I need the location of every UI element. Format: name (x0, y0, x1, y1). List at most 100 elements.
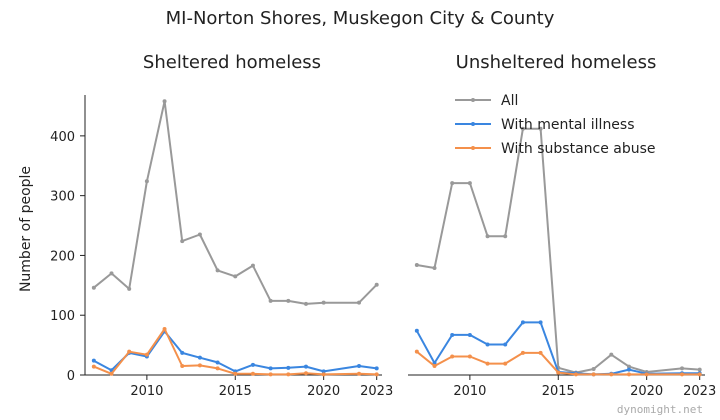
panel-sheltered-homeless-series-with-mental-illness-point-2017 (268, 366, 273, 371)
panel-sheltered-homeless-series-all-point-2018 (286, 298, 291, 303)
panel-sheltered-homeless-series-with-mental-illness (91, 329, 379, 374)
panel-sheltered-homeless-series-with-mental-illness-point-2018 (286, 365, 291, 370)
panel-sheltered-homeless-series-all-point-2020 (321, 300, 326, 305)
panel-unsheltered-homeless-series-with-mental-illness-point-2014 (538, 320, 543, 325)
panel-unsheltered-homeless-series-all-line (416, 127, 700, 374)
panel-unsheltered-homeless-series-all-point-2022 (680, 366, 685, 371)
panel-sheltered-homeless-series-with-mental-illness-point-2019 (303, 364, 308, 369)
panel-sheltered-homeless-series-with-mental-illness-point-2013 (197, 355, 202, 360)
panel-sheltered-homeless-series-with-substance-abuse-point-2011 (162, 326, 167, 331)
panel-unsheltered-homeless-series-with-mental-illness-point-2012 (503, 342, 508, 347)
panel-sheltered-homeless-series-with-substance-abuse-point-2018 (286, 372, 291, 377)
panel-unsheltered-homeless-series-with-substance-abuse-point-2009 (450, 354, 455, 359)
panel-unsheltered-homeless-series-with-substance-abuse (414, 349, 702, 377)
panel-unsheltered-homeless-series-with-mental-illness-point-2019 (626, 367, 631, 372)
legend: All With mental illness With substance abu… (455, 93, 656, 157)
y-tick-label-300: 300 (50, 190, 75, 205)
y-tick-label-100: 100 (50, 309, 75, 324)
legend-item-with-substance-abuse-marker (471, 146, 475, 150)
panel-sheltered-homeless-series-with-substance-abuse-point-2009 (127, 349, 132, 354)
panel-unsheltered-homeless-series-with-substance-abuse-point-2017 (591, 372, 596, 377)
panel-sheltered-homeless-x-tick-label-2023: 2023 (360, 384, 393, 399)
panel-sheltered-homeless-series-with-mental-illness-point-2020 (321, 369, 326, 374)
panel-unsheltered-homeless-series-with-mental-illness-point-2011 (485, 342, 490, 347)
panel-unsheltered-homeless-series-all-point-2010 (467, 181, 472, 186)
legend-item-with-mental-illness-label: With mental illness (501, 117, 635, 133)
panel-unsheltered-homeless-series-with-substance-abuse-line (416, 350, 700, 376)
panel-sheltered-homeless-series-all-point-2007 (91, 285, 96, 290)
panel-sheltered-homeless-series-with-substance-abuse-line (93, 328, 377, 376)
panel-unsheltered-homeless-series-all-point-2014 (538, 126, 543, 131)
panel-sheltered-homeless-x-tick-label-2015: 2015 (219, 384, 252, 399)
panel-unsheltered-homeless-series-with-mental-illness-point-2007 (414, 328, 419, 333)
panel-unsheltered-homeless-series-all-point-2013 (520, 126, 525, 131)
panel-sheltered-homeless-series-with-substance-abuse-point-2023 (374, 372, 379, 377)
panel-sheltered-homeless-series-with-substance-abuse-point-2010 (144, 352, 149, 357)
panel-unsheltered-homeless-series-all-point-2019 (626, 364, 631, 369)
panel-unsheltered-homeless-series-all-point-2018 (609, 352, 614, 357)
panel-unsheltered-homeless-series-all (414, 126, 702, 375)
panel-unsheltered-homeless-series-with-substance-abuse-point-2015 (556, 370, 561, 375)
panels: Sheltered homeless 0 100 200 300 400 2010 2015 2… (50, 52, 716, 399)
panel-sheltered-homeless-series-all-point-2009 (127, 286, 132, 291)
panel-sheltered-homeless-series-with-mental-illness-point-2007 (91, 358, 96, 363)
panel-unsheltered-homeless-series-with-substance-abuse-point-2011 (485, 361, 490, 366)
panel-sheltered-homeless-series-with-mental-illness-point-2016 (250, 362, 255, 367)
y-axis-label: Number of people (18, 166, 34, 292)
panel-sheltered-homeless-series-all-point-2022 (357, 300, 362, 305)
y-tick-label-0: 0 (67, 369, 75, 384)
panel-unsheltered-homeless-series-all-point-2023 (697, 367, 702, 372)
panel-sheltered-homeless-x-tick-label-2010: 2010 (130, 384, 163, 399)
panel-unsheltered-homeless-series-with-mental-illness-point-2009 (450, 332, 455, 337)
watermark: dynomight.net (617, 403, 703, 416)
legend-item-with-mental-illness-marker (471, 122, 475, 126)
panel-sheltered-homeless-series-all-point-2010 (144, 179, 149, 184)
panel-sheltered-homeless-series-with-substance-abuse-point-2015 (233, 371, 238, 376)
panel-sheltered-homeless-series-all-point-2016 (250, 263, 255, 268)
panel-unsheltered-homeless-series-with-mental-illness-line (415, 321, 700, 376)
panel-unsheltered-homeless-series-with-substance-abuse-point-2023 (697, 372, 702, 377)
panel-unsheltered-homeless-series-with-substance-abuse-point-2013 (520, 350, 525, 355)
panel-unsheltered-homeless-series-with-substance-abuse-point-2018 (609, 372, 614, 377)
panel-sheltered-homeless-series-all-point-2023 (374, 282, 379, 287)
panel-sheltered-homeless-series-with-substance-abuse-point-2008 (109, 371, 114, 376)
panel-sheltered-homeless-x-tick-label-2020: 2020 (307, 384, 340, 399)
y-tick-label-400: 400 (50, 130, 75, 145)
panel-sheltered-homeless-subtitle: Sheltered homeless (143, 52, 321, 73)
panel-sheltered-homeless-series-with-substance-abuse-point-2022 (357, 371, 362, 376)
panel-unsheltered-homeless-series-with-substance-abuse-point-2010 (467, 354, 472, 359)
chart-title: MI-Norton Shores, Muskegon City & County (166, 8, 555, 29)
panel-sheltered-homeless-series-with-substance-abuse-point-2007 (91, 364, 96, 369)
panel-sheltered-homeless: Sheltered homeless 0 100 200 300 400 2010 2015 2… (50, 52, 393, 399)
panel-unsheltered-homeless-series-all-point-2011 (485, 234, 490, 239)
panel-unsheltered-homeless-series-all-point-2012 (503, 234, 508, 239)
panel-sheltered-homeless-series-all (91, 99, 379, 306)
panel-unsheltered-homeless-series-with-substance-abuse-point-2020 (644, 372, 649, 377)
panel-unsheltered-homeless-series-all-point-2017 (591, 367, 596, 372)
panel-unsheltered-homeless-series-with-substance-abuse-point-2007 (414, 349, 419, 354)
panel-sheltered-homeless-series-with-mental-illness-point-2012 (180, 350, 185, 355)
panel-sheltered-homeless-series-with-substance-abuse (91, 326, 379, 377)
panel-sheltered-homeless-series-with-substance-abuse-point-2013 (197, 363, 202, 368)
panel-unsheltered-homeless-series-with-substance-abuse-point-2008 (432, 364, 437, 369)
panel-sheltered-homeless-series-with-substance-abuse-point-2020 (321, 372, 326, 377)
panel-sheltered-homeless-series-all-line (93, 100, 378, 305)
panel-sheltered-homeless-series-with-substance-abuse-point-2014 (215, 366, 220, 371)
panel-sheltered-homeless-series-with-substance-abuse-point-2019 (303, 371, 308, 376)
panel-unsheltered-homeless-series-with-mental-illness-point-2013 (520, 320, 525, 325)
panel-unsheltered-homeless-series-with-substance-abuse-point-2019 (626, 372, 631, 377)
legend-item-with-substance-abuse-label: With substance abuse (501, 141, 656, 157)
panel-sheltered-homeless-series-with-mental-illness-point-2022 (357, 364, 362, 369)
panel-sheltered-homeless-series-with-mental-illness-point-2023 (374, 366, 379, 371)
panel-sheltered-homeless-series-all-point-2008 (109, 271, 114, 276)
legend-item-with-substance-abuse: With substance abuse (455, 141, 656, 157)
panel-unsheltered-homeless-series-with-substance-abuse-point-2012 (503, 361, 508, 366)
panel-unsheltered-homeless-series-with-substance-abuse-point-2014 (538, 350, 543, 355)
panel-sheltered-homeless-series-all-point-2012 (180, 239, 185, 244)
panel-unsheltered-homeless-series-all-point-2007 (414, 263, 419, 267)
panel-sheltered-homeless-series-with-mental-illness-line (93, 330, 377, 373)
panel-unsheltered-homeless-series-all-point-2008 (432, 265, 437, 270)
legend-item-all-marker (471, 98, 475, 102)
panel-sheltered-homeless-series-all-point-2013 (197, 232, 202, 237)
